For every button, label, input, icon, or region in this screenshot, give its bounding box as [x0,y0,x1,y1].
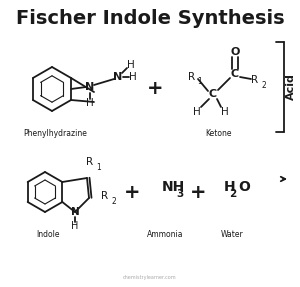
Text: O: O [238,180,250,194]
Text: 2: 2 [112,197,116,207]
Text: R: R [86,157,94,167]
Text: 1: 1 [198,77,203,86]
Text: R: R [251,75,259,85]
Text: 2: 2 [230,189,237,199]
Text: Ammonia: Ammonia [147,230,183,239]
Text: 1: 1 [97,162,101,172]
Text: +: + [124,183,140,201]
Text: O: O [230,47,240,57]
Text: Ketone: Ketone [205,129,231,138]
Text: +: + [190,183,206,201]
Text: +: + [147,79,163,98]
Text: N: N [85,82,94,92]
Text: C: C [231,69,239,79]
Text: H: H [224,180,236,194]
Text: H: H [127,60,135,70]
Text: N: N [113,72,123,82]
Text: Phenylhydrazine: Phenylhydrazine [23,129,87,138]
Text: H: H [193,107,201,117]
Text: Indole: Indole [36,230,60,239]
Text: H: H [129,72,137,82]
Text: R: R [101,191,109,201]
Text: Acid: Acid [286,73,296,100]
Text: Fischer Indole Synthesis: Fischer Indole Synthesis [16,9,284,28]
Text: Water: Water [220,230,243,239]
Text: H: H [71,221,79,231]
Text: H: H [86,98,94,108]
Text: C: C [209,89,217,99]
Text: 2: 2 [262,80,266,90]
Text: chemistrylearner.com: chemistrylearner.com [123,275,177,280]
Text: H: H [221,107,229,117]
Text: R: R [188,72,196,82]
Text: NH: NH [162,180,185,194]
Text: 3: 3 [176,189,184,199]
Text: N: N [70,207,80,217]
